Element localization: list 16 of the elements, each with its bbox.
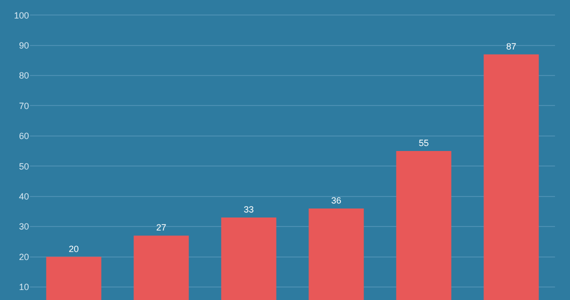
y-tick-label: 40: [18, 192, 29, 202]
data-label: 33: [244, 204, 254, 215]
y-tick-label: 100: [14, 10, 29, 20]
y-tick-label: 50: [18, 161, 29, 172]
data-label: 20: [68, 244, 79, 254]
data-label: 55: [418, 138, 429, 148]
data-label: 27: [156, 222, 166, 233]
y-tick-label: 80: [18, 70, 29, 81]
y-tick-label: 30: [18, 222, 29, 232]
y-tick-label: 90: [18, 40, 29, 50]
y-tick-label: 70: [18, 100, 29, 111]
data-label: 87: [506, 41, 516, 52]
y-tick-label: 20: [18, 252, 29, 262]
y-tick-label: 60: [18, 131, 29, 142]
data-label: 36: [331, 195, 342, 206]
y-tick-label: 10: [18, 282, 29, 292]
